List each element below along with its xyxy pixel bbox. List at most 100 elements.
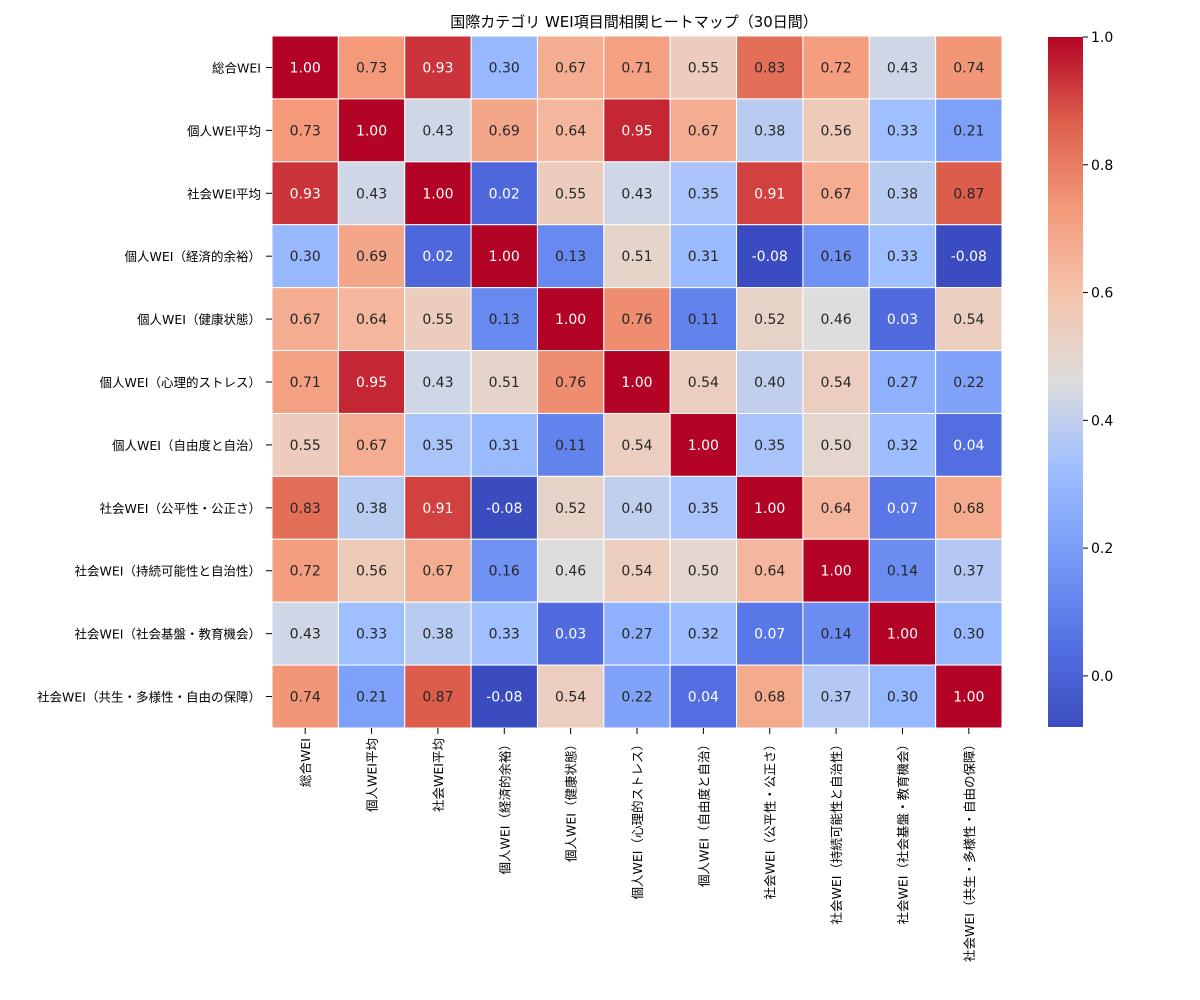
x-tick-label: 社会WEI平均: [431, 738, 446, 812]
heatmap-cell: [470, 538, 538, 603]
cell-value-label: -0.08: [486, 690, 522, 706]
cell-value-label: 0.35: [688, 186, 719, 202]
cell-value-label: 0.71: [290, 375, 321, 391]
heatmap-cell: [603, 601, 671, 666]
cell-value-label: 0.46: [821, 312, 852, 328]
cell-value-label: 0.43: [356, 186, 387, 202]
y-tick-label: 社会WEI（持続可能性と自治性）: [75, 564, 261, 579]
heatmap-cell: [868, 538, 937, 603]
heatmap-cell: [736, 98, 804, 163]
x-tick-label: 社会WEI（共生・多様性・自由の保障）: [962, 738, 977, 962]
cell-value-label: -0.08: [951, 249, 987, 265]
cell-value-label: 0.54: [821, 375, 852, 391]
y-tick-label: 社会WEI（社会基盤・教育機会）: [75, 627, 261, 642]
cell-value-label: 0.13: [555, 249, 586, 265]
cell-value-label: 0.76: [621, 312, 652, 328]
heatmap-cell: [603, 475, 671, 540]
cell-value-label: 0.68: [754, 690, 785, 706]
heatmap-cell: [603, 664, 671, 729]
heatmap-cell: [935, 412, 1003, 477]
heatmap-cell: [470, 601, 538, 666]
cell-value-label: 0.51: [621, 249, 652, 265]
heatmap-cell: [935, 664, 1003, 729]
cell-value-label: 0.33: [887, 123, 918, 139]
heatmap-cell: [337, 287, 406, 352]
cell-value-label: 0.32: [688, 627, 719, 643]
cell-value-label: 0.91: [754, 186, 785, 202]
cell-value-label: 1.00: [953, 690, 984, 706]
cell-value-label: 0.73: [290, 123, 321, 139]
cell-value-label: 0.54: [688, 375, 719, 391]
cell-value-label: 0.64: [555, 123, 586, 139]
chart-title: 国際カテゴリ WEI項目間相関ヒートマップ（30日間）: [450, 13, 818, 31]
colorbar-tick-label: 0.8: [1091, 158, 1113, 174]
heatmap-cell: [536, 161, 605, 226]
cell-value-label: 0.03: [555, 627, 586, 643]
heatmap-cell: [935, 35, 1003, 100]
cell-value-label: 0.52: [754, 312, 785, 328]
cell-value-label: 0.03: [887, 312, 918, 328]
cell-value-label: 0.21: [953, 123, 984, 139]
colorbar-tick-label: 0.2: [1091, 541, 1113, 557]
heatmap-cell: [736, 601, 804, 666]
colorbar: 0.0 0.2 0.4 0.6 0.8 1.0: [1048, 30, 1113, 727]
heatmap-cell: [736, 412, 804, 477]
cell-value-label: 0.38: [887, 186, 918, 202]
cell-value-label: 0.35: [688, 501, 719, 517]
heatmap-cell: [337, 412, 406, 477]
colorbar-tick-label: 0.6: [1091, 286, 1113, 302]
cell-value-label: 0.72: [821, 60, 852, 76]
cell-value-label: 0.07: [887, 501, 918, 517]
heatmap-cell: [337, 664, 406, 729]
cell-value-label: 0.64: [356, 312, 387, 328]
cell-value-label: 0.83: [754, 60, 785, 76]
colorbar-tick-label: 0.0: [1091, 669, 1113, 685]
heatmap-cell: [868, 475, 937, 540]
colorbar-tick-label: 0.4: [1091, 413, 1113, 429]
heatmap-cell: [603, 161, 671, 226]
cell-value-label: 1.00: [422, 186, 453, 202]
cell-value-label: 0.40: [754, 375, 785, 391]
heatmap-cell: [669, 475, 738, 540]
heatmap-cell: [935, 475, 1003, 540]
heatmap-cell: [669, 224, 738, 289]
cell-value-label: 0.67: [290, 312, 321, 328]
cell-value-label: 0.55: [422, 312, 453, 328]
cell-value-label: 0.43: [621, 186, 652, 202]
cell-value-label: 1.00: [555, 312, 586, 328]
cell-value-label: 0.55: [290, 438, 321, 454]
x-tick-label: 総合WEI: [298, 738, 313, 787]
heatmap-cell: [603, 350, 671, 414]
heatmap-cell: [404, 287, 472, 352]
cell-value-label: 1.00: [356, 123, 387, 139]
y-tick-label: 個人WEI（経済的余裕）: [125, 249, 261, 264]
cell-value-label: 0.40: [621, 501, 652, 517]
heatmap-cell: [536, 664, 605, 729]
cell-value-label: 0.50: [688, 564, 719, 580]
heatmap-cell: [603, 98, 671, 163]
cell-value-label: 1.00: [688, 438, 719, 454]
cell-value-label: 0.54: [621, 438, 652, 454]
cell-value-label: 0.68: [953, 501, 984, 517]
heatmap-cell: [603, 287, 671, 352]
heatmap-cell: [470, 35, 538, 100]
heatmap-cell: [935, 601, 1003, 666]
cell-value-label: 0.67: [688, 123, 719, 139]
cell-value-label: 0.71: [621, 60, 652, 76]
cell-value-label: 0.69: [489, 123, 520, 139]
x-axis: 総合WEI 個人WEI平均 社会WEI平均 個人WEI（経済的余裕） 個人WEI（健康状…: [298, 728, 977, 962]
cell-value-label: 1.00: [887, 627, 918, 643]
heatmap-cell: [337, 475, 406, 540]
cell-value-label: 0.11: [688, 312, 719, 328]
heatmap-cell: [802, 98, 870, 163]
heatmap-cell: [802, 538, 870, 603]
heatmap-cell: [736, 664, 804, 729]
heatmap-cell: [470, 224, 538, 289]
y-tick-label: 個人WEI平均: [187, 123, 261, 138]
cell-value-label: 0.33: [489, 627, 520, 643]
cell-value-label: 0.35: [422, 438, 453, 454]
colorbar-tick-label: 1.0: [1091, 30, 1113, 46]
heatmap-cell: [603, 538, 671, 603]
cell-value-label: 0.55: [555, 186, 586, 202]
